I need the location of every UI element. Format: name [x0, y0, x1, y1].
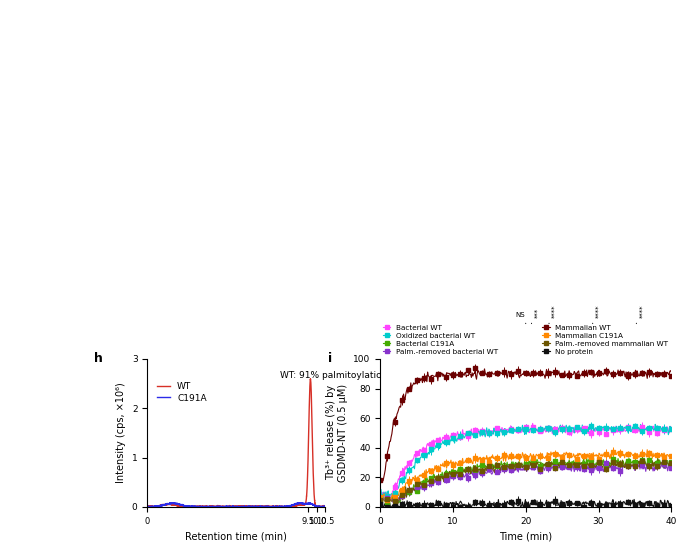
WT: [218, 504, 226, 510]
C191A: [228, 504, 236, 510]
Text: ****: ****: [595, 304, 601, 317]
WT: [143, 503, 151, 510]
Text: h: h: [94, 352, 103, 364]
Text: ***: ***: [534, 307, 540, 317]
Line: WT: WT: [147, 379, 325, 507]
C191A: [143, 504, 151, 510]
X-axis label: Time (min): Time (min): [499, 531, 552, 541]
Y-axis label: Tb³⁺ release (%) by
GSDMD-NT (0.5 μM): Tb³⁺ release (%) by GSDMD-NT (0.5 μM): [326, 384, 348, 482]
C191A: [219, 504, 227, 510]
X-axis label: Retention time (min): Retention time (min): [186, 531, 287, 541]
Legend: Mammalian WT, Mammalian C191A, Palm.-removed mammalian WT, No protein: Mammalian WT, Mammalian C191A, Palm.-rem…: [540, 322, 671, 357]
Text: WT: 91% palmitoylation: WT: 91% palmitoylation: [279, 370, 387, 380]
WT: [219, 504, 227, 510]
Line: C191A: C191A: [147, 503, 325, 507]
C191A: [307, 500, 315, 507]
WT: [307, 385, 315, 391]
C191A: [321, 504, 329, 510]
Text: ****: ****: [552, 304, 558, 317]
WT: [273, 504, 281, 510]
C191A: [296, 500, 304, 506]
Text: ****: ****: [639, 304, 645, 317]
WT: [316, 504, 324, 510]
WT: [228, 504, 236, 510]
C191A: [316, 503, 324, 510]
C191A: [273, 504, 281, 510]
C191A: [240, 504, 248, 510]
WT: [306, 375, 314, 382]
Text: i: i: [328, 352, 332, 364]
WT: [321, 503, 329, 510]
Y-axis label: Intensity (cps, ×10⁶): Intensity (cps, ×10⁶): [116, 383, 126, 483]
Text: NS: NS: [515, 311, 525, 317]
WT: [240, 504, 249, 510]
C191A: [218, 504, 226, 510]
Legend: WT, C191A: WT, C191A: [153, 378, 210, 406]
